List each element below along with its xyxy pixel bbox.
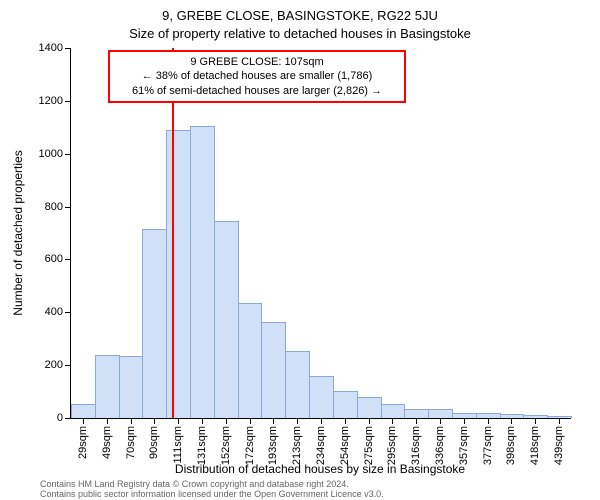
plot-area: 020040060080010001200140029sqm49sqm70sqm… <box>70 48 571 419</box>
y-tick-label: 400 <box>45 306 71 318</box>
x-tick <box>416 418 417 424</box>
bar <box>166 130 191 418</box>
bar <box>428 409 453 418</box>
x-tick-label: 439sqm <box>553 426 565 465</box>
x-tick <box>369 418 370 424</box>
x-tick <box>297 418 298 424</box>
x-axis-title: Distribution of detached houses by size … <box>70 462 570 476</box>
y-tick-label: 800 <box>45 201 71 213</box>
x-tick <box>559 418 560 424</box>
x-tick-label: 275sqm <box>363 426 375 465</box>
chart-subtitle: Size of property relative to detached ho… <box>0 26 600 41</box>
x-tick-label: 377sqm <box>482 426 494 465</box>
bar <box>333 391 358 418</box>
x-tick <box>392 418 393 424</box>
x-tick <box>83 418 84 424</box>
x-tick-label: 49sqm <box>101 426 113 459</box>
x-tick <box>226 418 227 424</box>
y-tick-label: 0 <box>57 412 71 424</box>
x-tick <box>488 418 489 424</box>
bar <box>71 404 96 418</box>
x-tick-label: 90sqm <box>148 426 160 459</box>
x-tick <box>464 418 465 424</box>
x-tick <box>154 418 155 424</box>
y-tick-label: 200 <box>45 359 71 371</box>
y-axis-title: Number of detached properties <box>11 150 25 315</box>
x-tick-label: 172sqm <box>244 426 256 465</box>
x-tick-label: 295sqm <box>386 426 398 465</box>
x-tick-label: 357sqm <box>458 426 470 465</box>
y-tick-label: 1000 <box>39 148 71 160</box>
x-tick-label: 193sqm <box>267 426 279 465</box>
y-tick-label: 1400 <box>39 42 71 54</box>
bar <box>261 322 286 418</box>
x-tick <box>202 418 203 424</box>
x-tick-label: 152sqm <box>220 426 232 465</box>
annotation-line: 9 GREBE CLOSE: 107sqm <box>116 55 398 69</box>
x-tick <box>273 418 274 424</box>
x-tick <box>535 418 536 424</box>
bar <box>214 221 239 418</box>
bar <box>285 351 310 418</box>
x-tick-label: 111sqm <box>172 426 184 464</box>
x-tick-label: 418sqm <box>529 426 541 465</box>
page-title: 9, GREBE CLOSE, BASINGSTOKE, RG22 5JU <box>0 8 600 23</box>
bar <box>357 397 382 418</box>
x-tick-label: 336sqm <box>434 426 446 465</box>
chart-container: 9, GREBE CLOSE, BASINGSTOKE, RG22 5JU Si… <box>0 0 600 500</box>
footer-line: Contains public sector information licen… <box>40 490 384 500</box>
bar <box>95 355 120 418</box>
x-tick-label: 70sqm <box>125 426 137 459</box>
y-tick-label: 1200 <box>39 95 71 107</box>
x-tick-label: 234sqm <box>315 426 327 465</box>
bar <box>238 303 263 418</box>
x-tick-label: 131sqm <box>196 426 208 465</box>
x-tick <box>511 418 512 424</box>
bar <box>119 356 144 418</box>
annotation-line: 61% of semi-detached houses are larger (… <box>116 84 398 98</box>
x-tick-label: 398sqm <box>505 426 517 465</box>
annotation-box: 9 GREBE CLOSE: 107sqm← 38% of detached h… <box>108 50 406 103</box>
annotation-line: ← 38% of detached houses are smaller (1,… <box>116 69 398 83</box>
x-tick <box>440 418 441 424</box>
x-tick-label: 316sqm <box>410 426 422 465</box>
reference-line <box>172 48 174 418</box>
x-tick <box>321 418 322 424</box>
x-tick <box>131 418 132 424</box>
y-tick-label: 600 <box>45 253 71 265</box>
x-tick <box>107 418 108 424</box>
x-tick <box>345 418 346 424</box>
x-tick-label: 213sqm <box>291 426 303 465</box>
x-tick-label: 29sqm <box>77 426 89 459</box>
footer-attribution: Contains HM Land Registry data © Crown c… <box>40 480 384 500</box>
bar <box>190 126 215 418</box>
x-tick-label: 254sqm <box>339 426 351 465</box>
bar <box>142 229 167 418</box>
bar <box>404 409 429 418</box>
x-tick <box>178 418 179 424</box>
x-tick <box>250 418 251 424</box>
bar <box>381 404 406 418</box>
bar <box>309 376 334 418</box>
